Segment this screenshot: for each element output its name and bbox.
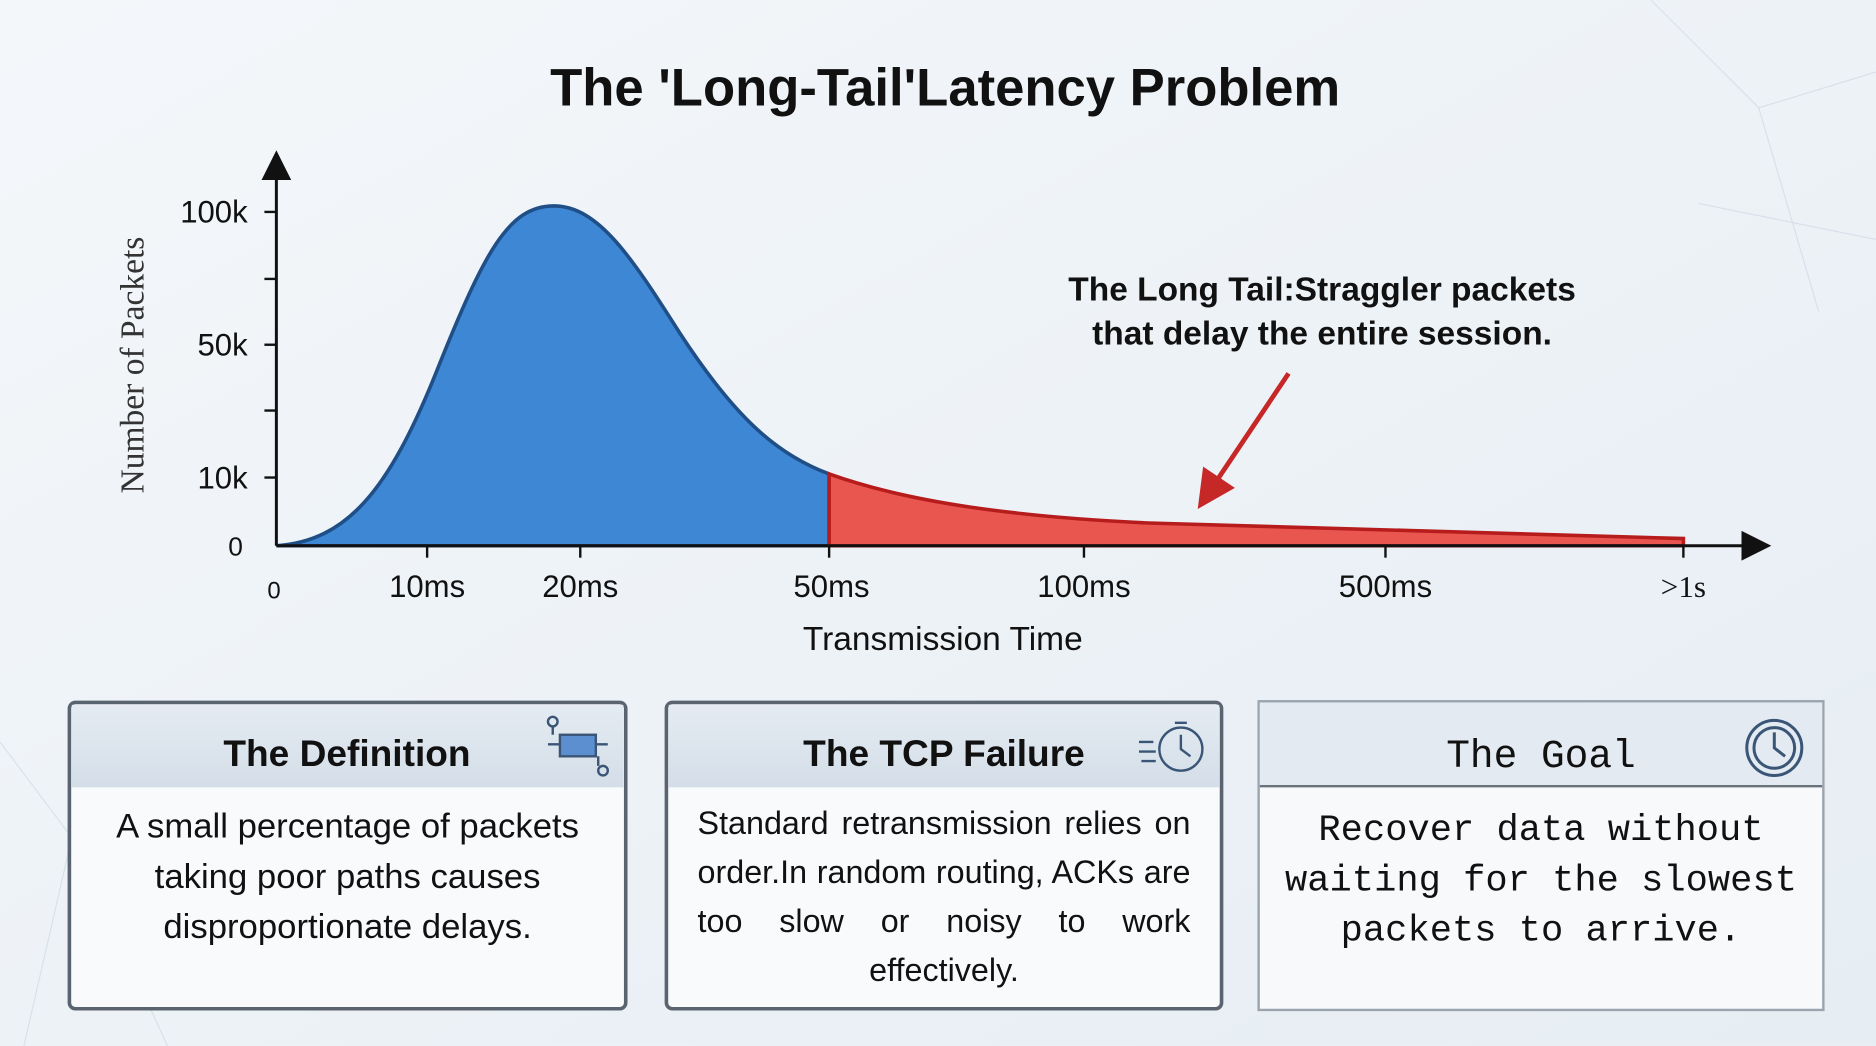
- annotation-arrow: [1197, 372, 1291, 509]
- card-body: A small percentage of packets taking poo…: [116, 807, 579, 947]
- y-tick-label: 10k: [198, 460, 249, 495]
- annotation-line: that delay the entire session.: [1092, 316, 1552, 353]
- card-body-box: A small percentage of packets taking poo…: [116, 807, 579, 947]
- card-title: The TCP Failure: [803, 732, 1085, 774]
- card-body: Recover data without waiting for the slo…: [1285, 810, 1797, 953]
- x-tick-label: 500ms: [1339, 569, 1432, 604]
- distribution-tail: [827, 471, 1686, 548]
- card-body: Standard retransmission relies on order.…: [697, 805, 1191, 989]
- x-tick-label: 0: [267, 577, 280, 604]
- annotation-line: The Long Tail:Straggler packets: [1068, 271, 1576, 308]
- y-axis-label: Number of Packets: [115, 237, 152, 494]
- card: The Definition A small percentage of pac…: [67, 700, 628, 1011]
- card-icon: [1745, 718, 1804, 777]
- card-icon: [546, 715, 609, 777]
- card: The TCP Failure Standard retransmission …: [664, 700, 1224, 1011]
- x-axis-label: Transmission Time: [803, 621, 1083, 658]
- y-tick-labels: 100k 50k 10k 0: [180, 195, 248, 562]
- card-header: [1259, 702, 1823, 787]
- card-title: The Definition: [223, 732, 470, 774]
- x-tick-label: 20ms: [542, 569, 618, 604]
- x-tick-label: >1s: [1661, 569, 1706, 604]
- x-tick-label: 50ms: [793, 569, 869, 604]
- x-ticks: [425, 545, 1685, 558]
- title: The 'Long-Tail'Latency Problem: [550, 58, 1340, 117]
- card-body-box: Standard retransmission relies on order.…: [697, 805, 1191, 989]
- card-icon: [1139, 721, 1204, 772]
- card: The Goal Recover data without waiting fo…: [1257, 700, 1825, 1012]
- y-tick-label: 100k: [180, 195, 248, 230]
- card-header: [71, 704, 624, 788]
- x-tick-labels: 0 10ms 20ms 50ms 100ms 500ms >1s: [267, 569, 1706, 604]
- card-title: The Goal: [1446, 734, 1635, 779]
- y-ticks: [264, 210, 277, 479]
- y-tick-label: 50k: [198, 328, 249, 363]
- card-header: [668, 704, 1220, 788]
- card-body-box: Recover data without waiting for the slo…: [1285, 810, 1797, 953]
- x-tick-label: 100ms: [1037, 569, 1130, 604]
- distribution-body: [276, 204, 831, 548]
- x-tick-label: 10ms: [389, 569, 465, 604]
- y-tick-label: 0: [228, 531, 243, 561]
